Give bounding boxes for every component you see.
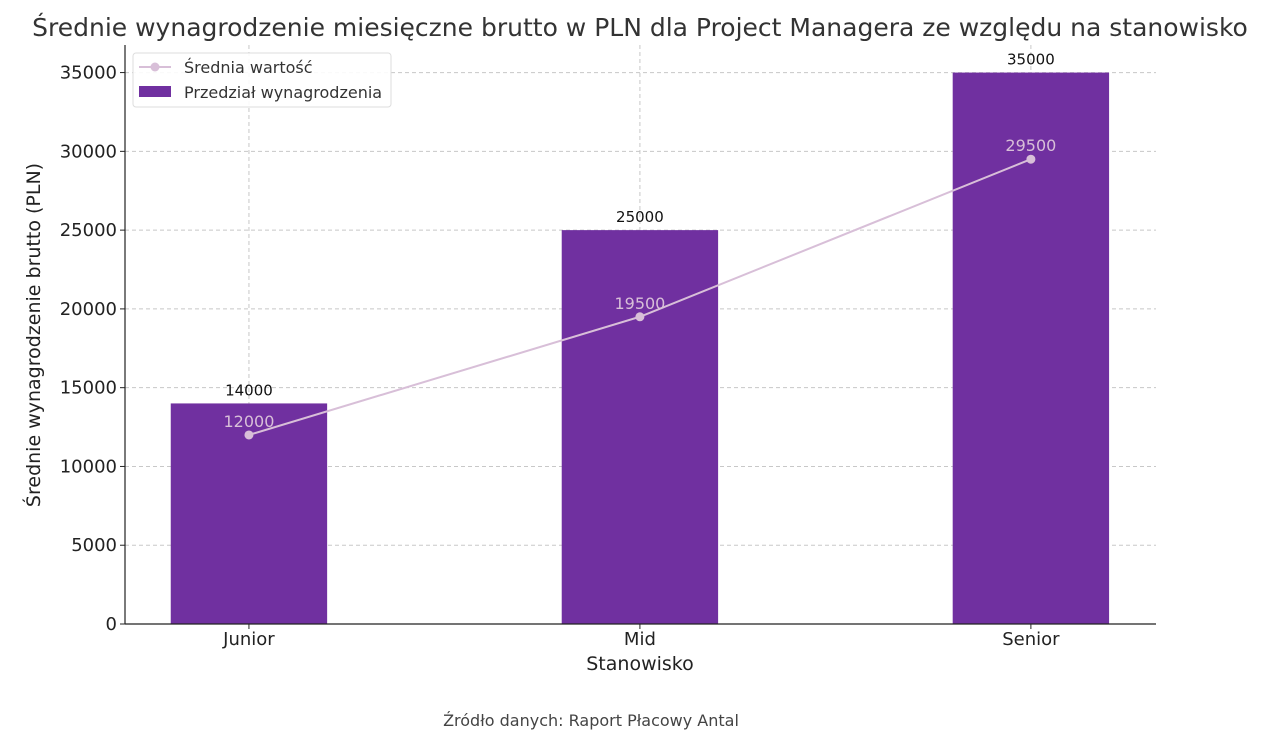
bars: 14000 25000 35000 <box>170 51 1110 625</box>
legend-label-average: Średnia wartość <box>184 58 313 77</box>
y-tick-label: 10000 <box>60 456 117 477</box>
y-tick-label: 5000 <box>71 535 117 556</box>
bar <box>561 230 719 625</box>
bar-value-label: 25000 <box>616 208 664 226</box>
x-axis-label: Stanowisko <box>586 653 694 675</box>
y-axis-label: Średnie wynagrodzenie brutto (PLN) <box>21 163 45 507</box>
average-point <box>635 312 645 322</box>
legend-bar-swatch <box>139 86 171 97</box>
average-point <box>1026 154 1036 164</box>
x-tick-label: Senior <box>1002 629 1060 650</box>
y-tick-label: 25000 <box>60 220 117 241</box>
bar-value-label: 14000 <box>225 381 273 399</box>
x-tick-label: Junior <box>222 629 275 650</box>
source-note: Źródło danych: Raport Płacowy Antal <box>443 711 739 730</box>
chart-title: Średnie wynagrodzenie miesięczne brutto … <box>32 12 1248 42</box>
bar <box>170 403 328 624</box>
legend: Średnia wartość Przedział wynagrodzenia <box>132 52 392 108</box>
y-tick-label: 35000 <box>60 63 117 84</box>
axes: 0 5000 10000 15000 20000 25000 30000 35000 Junio… <box>60 45 1156 650</box>
average-line: 12000 19500 29500 <box>223 136 1056 440</box>
bar <box>952 72 1110 625</box>
y-tick-label: 20000 <box>60 299 117 320</box>
bar-value-label: 35000 <box>1007 51 1055 69</box>
average-value-label: 12000 <box>223 412 274 431</box>
y-tick-label: 30000 <box>60 141 117 162</box>
average-value-label: 19500 <box>614 294 665 313</box>
legend-label-range: Przedział wynagrodzenia <box>184 83 382 102</box>
y-tick-label: 0 <box>106 614 117 635</box>
average-point <box>244 430 254 440</box>
legend-box <box>132 52 392 108</box>
y-tick-label: 15000 <box>60 378 117 399</box>
x-tick-label: Mid <box>624 629 656 650</box>
average-value-label: 29500 <box>1005 136 1056 155</box>
legend-marker-icon <box>150 62 160 72</box>
